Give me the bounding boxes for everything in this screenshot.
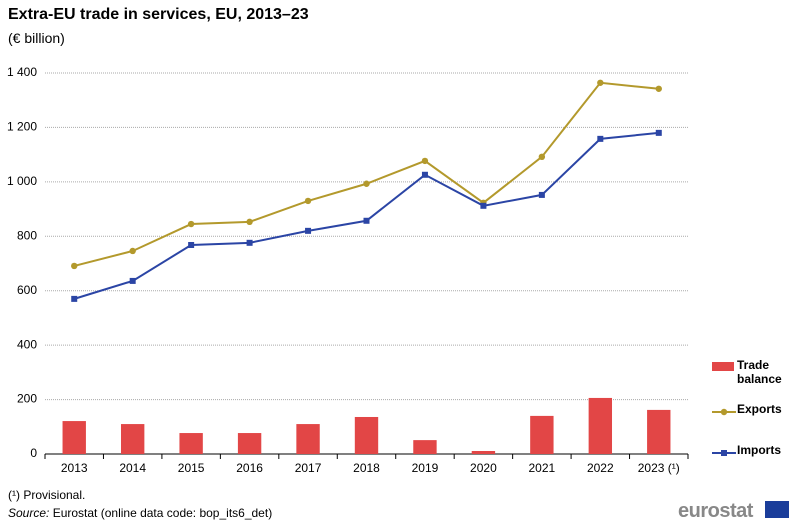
marker bbox=[188, 241, 195, 248]
legend-item: Imports bbox=[712, 443, 797, 457]
y-tick-label: 1 200 bbox=[7, 120, 37, 134]
x-tick-label: 2016 bbox=[236, 461, 263, 475]
x-tick-label: 2019 bbox=[412, 461, 439, 475]
marker bbox=[129, 247, 136, 255]
marker bbox=[129, 277, 136, 284]
bar bbox=[237, 433, 262, 454]
source: Source: Eurostat (online data code: bop_… bbox=[8, 506, 272, 520]
marker bbox=[71, 262, 78, 270]
bar bbox=[647, 409, 671, 454]
marker bbox=[655, 129, 662, 136]
y-tick-label: 400 bbox=[17, 337, 37, 351]
marker bbox=[538, 153, 546, 161]
marker bbox=[597, 79, 604, 86]
marker bbox=[187, 220, 195, 228]
marker bbox=[363, 217, 370, 224]
source-label: Source: bbox=[8, 506, 50, 520]
x-tick-label: 2023 (¹) bbox=[638, 461, 680, 475]
chart-title: Extra-EU trade in services, EU, 2013–23 bbox=[8, 6, 309, 23]
bar bbox=[354, 416, 379, 454]
chart-subtitle: (€ billion) bbox=[8, 30, 65, 46]
marker bbox=[246, 218, 253, 226]
marker bbox=[71, 295, 78, 302]
line bbox=[73, 131, 659, 300]
bar bbox=[120, 424, 145, 454]
legend-label: Exports bbox=[737, 402, 782, 416]
y-tick-label: 200 bbox=[17, 392, 37, 406]
marker bbox=[421, 157, 429, 165]
bar bbox=[296, 424, 320, 454]
eu-flag bbox=[765, 501, 789, 518]
logo: eurostat bbox=[678, 500, 753, 522]
y-tick-label: 600 bbox=[17, 283, 37, 297]
x-tick-label: 2020 bbox=[470, 461, 497, 475]
x-tick-label: 2017 bbox=[295, 461, 322, 475]
x-tick-label: 2018 bbox=[353, 461, 380, 475]
y-tick-label: 800 bbox=[17, 228, 37, 242]
bar bbox=[471, 451, 496, 454]
marker bbox=[363, 180, 370, 187]
legend-item: Trade balance bbox=[712, 358, 797, 386]
marker bbox=[480, 202, 487, 209]
x-tick-label: 2013 bbox=[61, 461, 88, 475]
bar bbox=[530, 415, 554, 454]
marker bbox=[421, 171, 428, 178]
marker bbox=[655, 85, 662, 92]
x-tick-label: 2014 bbox=[119, 461, 146, 475]
marker bbox=[538, 191, 545, 198]
legend-label: Trade balance bbox=[737, 358, 782, 386]
bar bbox=[62, 421, 86, 454]
x-tick-label: 2022 bbox=[587, 461, 614, 475]
y-tick-label: 0 bbox=[30, 446, 37, 460]
x-tick-label: 2015 bbox=[178, 461, 205, 475]
marker bbox=[304, 197, 312, 205]
legend-item: Exports bbox=[712, 402, 797, 416]
y-tick-label: 1 000 bbox=[7, 174, 37, 188]
legend-label: Imports bbox=[737, 443, 782, 457]
line bbox=[73, 81, 659, 267]
legend-symbol bbox=[712, 362, 734, 371]
marker bbox=[305, 227, 312, 234]
marker bbox=[246, 239, 253, 246]
footnote: (¹) Provisional. bbox=[8, 488, 86, 502]
bar bbox=[179, 433, 203, 454]
source-text: Eurostat (online data code: bop_its6_det… bbox=[52, 506, 273, 520]
x-tick-label: 2021 bbox=[529, 461, 556, 475]
bar bbox=[588, 397, 613, 454]
y-tick-label: 1 400 bbox=[7, 65, 37, 79]
marker bbox=[597, 135, 604, 142]
bar bbox=[413, 440, 437, 454]
legend-symbol bbox=[712, 406, 736, 420]
legend-symbol bbox=[712, 447, 736, 461]
